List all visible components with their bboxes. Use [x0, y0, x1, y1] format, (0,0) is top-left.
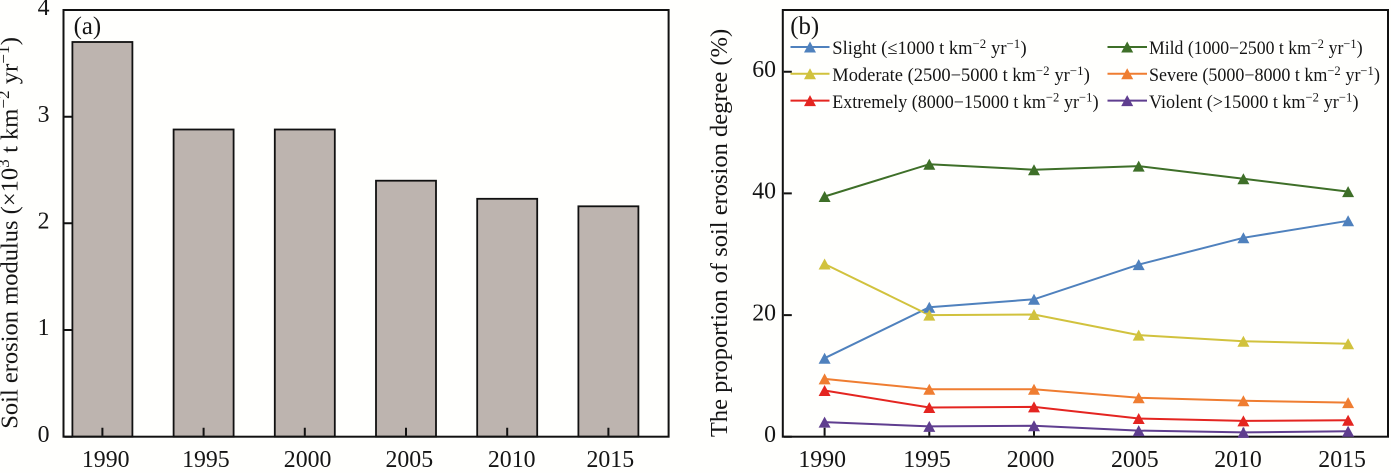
- svg-text:1995: 1995: [903, 447, 951, 468]
- svg-text:Mild (1000−2500 t km−2 yr−1 ): Mild (1000−2500 t km−2 yr−1 ): [1149, 37, 1363, 59]
- svg-text:2: 2: [38, 209, 50, 235]
- svg-text:2010: 2010: [488, 447, 536, 468]
- svg-text:2015: 2015: [587, 447, 635, 468]
- svg-text:3: 3: [38, 102, 50, 128]
- svg-text:The proportion of soil erosion: The proportion of soil erosion degree (%…: [706, 29, 733, 437]
- svg-text:1990: 1990: [82, 447, 130, 468]
- svg-text:0: 0: [38, 422, 50, 448]
- svg-text:Moderate (2500−5000 t km−2 yr: Moderate (2500−5000 t km−2 yr−1 ): [832, 64, 1090, 86]
- svg-text:(b): (b): [790, 13, 819, 40]
- svg-text:20: 20: [752, 300, 776, 326]
- svg-text:2000: 2000: [284, 447, 332, 468]
- svg-text:(a): (a): [74, 13, 102, 40]
- svg-text:2000: 2000: [1007, 447, 1055, 468]
- svg-text:40: 40: [752, 179, 776, 205]
- svg-text:2005: 2005: [386, 447, 434, 468]
- svg-text:2005: 2005: [1111, 447, 1159, 468]
- svg-text:60: 60: [752, 57, 776, 83]
- svg-text:Extremely (8000−15000 t km−2: Extremely (8000−15000 t km−2 yr−1 ): [832, 91, 1098, 113]
- svg-text:Severe (5000−8000 t km−2 yr−1: Severe (5000−8000 t km−2 yr−1 ): [1149, 64, 1380, 86]
- svg-text:Soil erosion modulus (×103 t: Soil erosion modulus (×103 t km−2 yr−1 ): [0, 37, 23, 429]
- svg-text:Violent (>15000 t km−2 yr−1 ): Violent (>15000 t km−2 yr−1 ): [1149, 91, 1359, 113]
- svg-text:1: 1: [38, 315, 50, 341]
- svg-text:1990: 1990: [798, 447, 846, 468]
- svg-text:2015: 2015: [1318, 447, 1366, 468]
- svg-text:0: 0: [764, 422, 776, 448]
- svg-text:Slight (≤1000 t km−2 yr−1 ): Slight (≤1000 t km−2 yr−1 ): [832, 37, 1026, 59]
- svg-text:2010: 2010: [1214, 447, 1262, 468]
- svg-text:4: 4: [38, 0, 50, 21]
- svg-text:1995: 1995: [182, 447, 230, 468]
